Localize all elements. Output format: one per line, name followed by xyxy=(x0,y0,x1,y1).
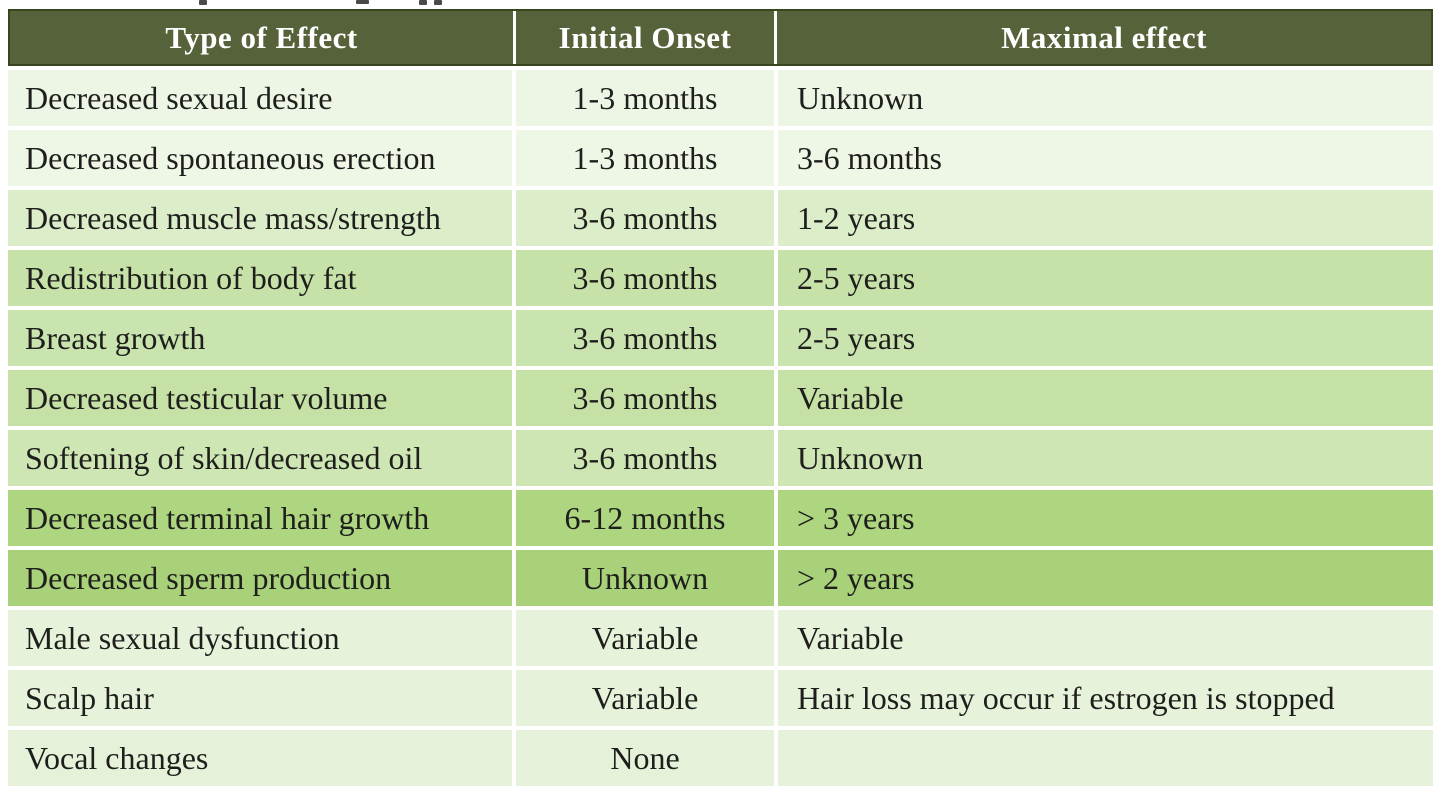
table-row: Decreased testicular volume 3-6 months V… xyxy=(8,370,1433,426)
effects-table: Type of Effect Initial Onset Maximal eff… xyxy=(8,9,1433,786)
cell-onset: None xyxy=(516,730,774,786)
cell-effect: Breast growth xyxy=(8,310,512,366)
cell-effect: Redistribution of body fat xyxy=(8,250,512,306)
table-header-row: Type of Effect Initial Onset Maximal eff… xyxy=(8,9,1433,66)
cell-maximal: 2-5 years xyxy=(778,310,1433,366)
cell-maximal: 1-2 years xyxy=(778,190,1433,246)
cell-maximal: 3-6 months xyxy=(778,130,1433,186)
table-row: Softening of skin/decreased oil 3-6 mont… xyxy=(8,430,1433,486)
cell-effect: Decreased sperm production xyxy=(8,550,512,606)
cell-effect: Scalp hair xyxy=(8,670,512,726)
table-row: Decreased terminal hair growth 6-12 mont… xyxy=(8,490,1433,546)
table-row: Breast growth 3-6 months 2-5 years xyxy=(8,310,1433,366)
column-header-initial-onset: Initial Onset xyxy=(513,11,774,64)
table-row: Scalp hair Variable Hair loss may occur … xyxy=(8,670,1433,726)
cell-effect: Decreased terminal hair growth xyxy=(8,490,512,546)
table-row: Decreased muscle mass/strength 3-6 month… xyxy=(8,190,1433,246)
cell-maximal: 2-5 years xyxy=(778,250,1433,306)
cell-onset: Unknown xyxy=(516,550,774,606)
cell-effect: Decreased muscle mass/strength xyxy=(8,190,512,246)
cell-onset: 3-6 months xyxy=(516,370,774,426)
cell-onset: Variable xyxy=(516,610,774,666)
cell-effect: Softening of skin/decreased oil xyxy=(8,430,512,486)
cell-onset: 3-6 months xyxy=(516,430,774,486)
cell-effect: Male sexual dysfunction xyxy=(8,610,512,666)
cell-maximal: Unknown xyxy=(778,70,1433,126)
cropped-caption-fragment xyxy=(419,0,427,5)
table-row: Redistribution of body fat 3-6 months 2-… xyxy=(8,250,1433,306)
table-row: Decreased spontaneous erection 1-3 month… xyxy=(8,130,1433,186)
cropped-caption-fragment xyxy=(434,0,442,5)
table-row: Male sexual dysfunction Variable Variabl… xyxy=(8,610,1433,666)
column-header-maximal-effect: Maximal effect xyxy=(774,11,1431,64)
cell-maximal: > 3 years xyxy=(778,490,1433,546)
table-row: Decreased sexual desire 1-3 months Unkno… xyxy=(8,70,1433,126)
column-header-type-of-effect: Type of Effect xyxy=(165,19,358,55)
cell-onset: 3-6 months xyxy=(516,250,774,306)
cropped-caption-fragment xyxy=(199,0,207,5)
table-row: Vocal changes None xyxy=(8,730,1433,786)
cell-maximal: > 2 years xyxy=(778,550,1433,606)
cell-maximal xyxy=(778,730,1433,786)
cell-maximal: Variable xyxy=(778,370,1433,426)
cell-maximal: Variable xyxy=(778,610,1433,666)
cell-onset: 3-6 months xyxy=(516,190,774,246)
cell-onset: 6-12 months xyxy=(516,490,774,546)
cell-onset: 3-6 months xyxy=(516,310,774,366)
cell-effect: Vocal changes xyxy=(8,730,512,786)
cell-maximal: Unknown xyxy=(778,430,1433,486)
cell-onset: Variable xyxy=(516,670,774,726)
cell-effect: Decreased sexual desire xyxy=(8,70,512,126)
cropped-caption-fragment xyxy=(356,0,369,4)
cell-onset: 1-3 months xyxy=(516,70,774,126)
cell-effect: Decreased spontaneous erection xyxy=(8,130,512,186)
cell-effect: Decreased testicular volume xyxy=(8,370,512,426)
cell-maximal: Hair loss may occur if estrogen is stopp… xyxy=(778,670,1433,726)
table-row: Decreased sperm production Unknown > 2 y… xyxy=(8,550,1433,606)
cell-onset: 1-3 months xyxy=(516,130,774,186)
